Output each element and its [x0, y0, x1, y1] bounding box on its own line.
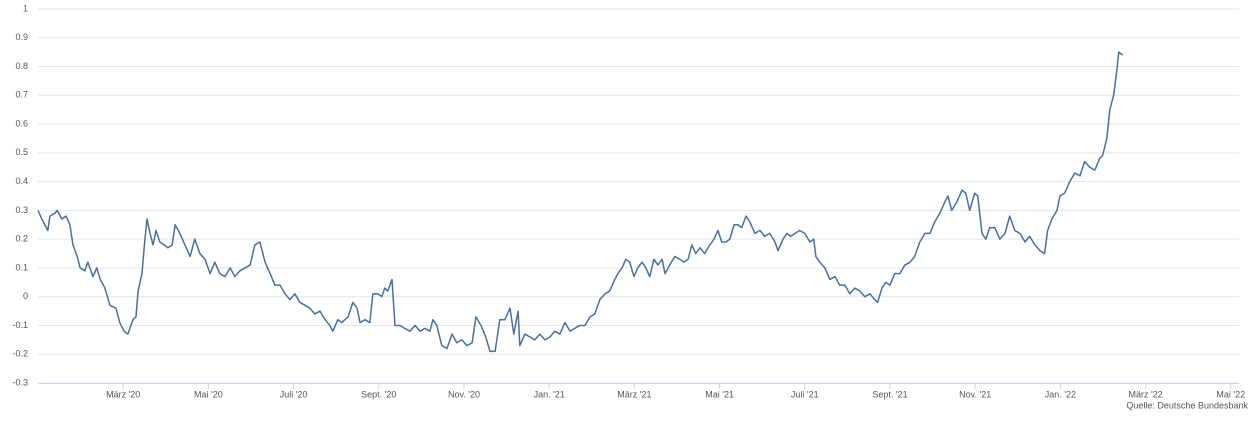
- x-tick-label: Nov. '20: [448, 389, 480, 399]
- x-tick-label: Mai '20: [194, 389, 223, 399]
- data-line: [37, 51, 1124, 353]
- y-tick-label: 0.3: [15, 205, 28, 215]
- y-tick-label: 0: [23, 291, 28, 301]
- y-tick-label: 0.2: [15, 234, 28, 244]
- x-tick-label: März '21: [617, 389, 651, 399]
- y-tick-label: 0.7: [15, 90, 28, 100]
- y-tick-label: 0.5: [15, 147, 28, 157]
- x-tick-label: März '20: [106, 389, 140, 399]
- y-tick-label: 0.8: [15, 61, 28, 71]
- y-tick-label: -0.1: [12, 320, 28, 330]
- y-tick-label: -0.3: [12, 377, 28, 387]
- x-tick-label: Mai '21: [705, 389, 734, 399]
- y-tick-label: 0.1: [15, 262, 28, 272]
- x-tick-label: Jan. '21: [534, 389, 565, 399]
- y-tick-label: 1: [23, 3, 28, 13]
- y-tick-label: 0.9: [15, 32, 28, 42]
- x-tick-label: Mai '22: [1216, 389, 1245, 399]
- x-tick-label: Juli '20: [280, 389, 308, 399]
- x-tick-label: Jan. '22: [1045, 389, 1076, 399]
- x-tick-label: Sept. '20: [361, 389, 396, 399]
- x-tick-label: Sept. '21: [872, 389, 907, 399]
- x-tick-label: Juli '21: [791, 389, 819, 399]
- y-tick-label: 0.6: [15, 118, 28, 128]
- y-tick-label: -0.2: [12, 349, 28, 359]
- credit: Quelle: Deutsche Bundesbank: [1126, 400, 1248, 410]
- x-tick-label: März '22: [1128, 389, 1162, 399]
- y-tick-label: 0.4: [15, 176, 28, 186]
- x-tick-label: Nov. '21: [959, 389, 991, 399]
